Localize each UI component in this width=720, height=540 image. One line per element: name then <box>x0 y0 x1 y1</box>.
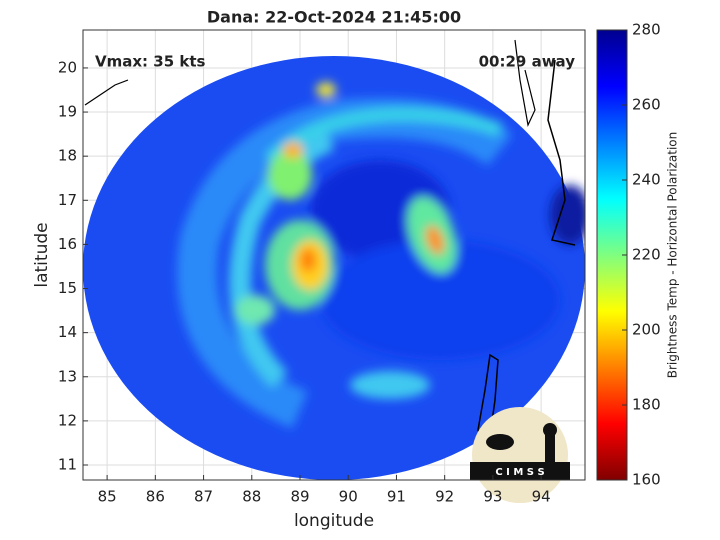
x-tick-label: 93 <box>483 488 502 506</box>
y-tick-label: 12 <box>58 411 77 429</box>
y-tick-label: 18 <box>58 147 77 165</box>
y-axis-label: latitude <box>32 222 52 287</box>
x-tick-label: 92 <box>435 488 454 506</box>
x-tick-label: 87 <box>194 488 213 506</box>
y-tick-label: 19 <box>58 103 77 121</box>
x-axis-label: longitude <box>294 511 374 531</box>
logo-text: C I M S S <box>495 467 544 478</box>
chart-title: Dana: 22-Oct-2024 21:45:00 <box>207 8 461 27</box>
x-tick-label: 90 <box>339 488 358 506</box>
y-tick-label: 15 <box>58 279 77 297</box>
x-tick-label: 94 <box>532 488 551 506</box>
annotation: Vmax: 35 kts <box>95 53 205 71</box>
y-tick-label: 14 <box>58 323 77 341</box>
y-tick-label: 16 <box>58 235 77 253</box>
y-tick-label: 13 <box>58 367 77 385</box>
y-tick-label: 11 <box>58 456 77 474</box>
plot-frame <box>82 29 586 481</box>
cimss-logo: C I M S S <box>470 407 570 503</box>
x-tick-label: 89 <box>290 488 309 506</box>
y-tick-label: 20 <box>58 58 77 76</box>
x-tick-label: 91 <box>387 488 406 506</box>
x-tick-label: 88 <box>242 488 261 506</box>
satellite-image <box>83 39 585 480</box>
colorbar-label: Brightness Temp - Horizontal Polarizatio… <box>666 132 680 379</box>
colorbar-tick-label: 280 <box>632 21 661 39</box>
annotation: 00:29 away <box>479 53 576 71</box>
colorbar-tick-label: 160 <box>632 471 661 489</box>
colorbar-tick-label: 260 <box>632 96 661 114</box>
colorbar-tick-label: 180 <box>632 396 661 414</box>
x-tick-label: 85 <box>98 488 117 506</box>
y-tick-label: 17 <box>58 191 77 209</box>
colorbar-tick-label: 200 <box>632 321 661 339</box>
x-tick-label: 86 <box>146 488 165 506</box>
colorbar-tick-label: 220 <box>632 246 661 264</box>
colorbar-tick-label: 240 <box>632 171 661 189</box>
